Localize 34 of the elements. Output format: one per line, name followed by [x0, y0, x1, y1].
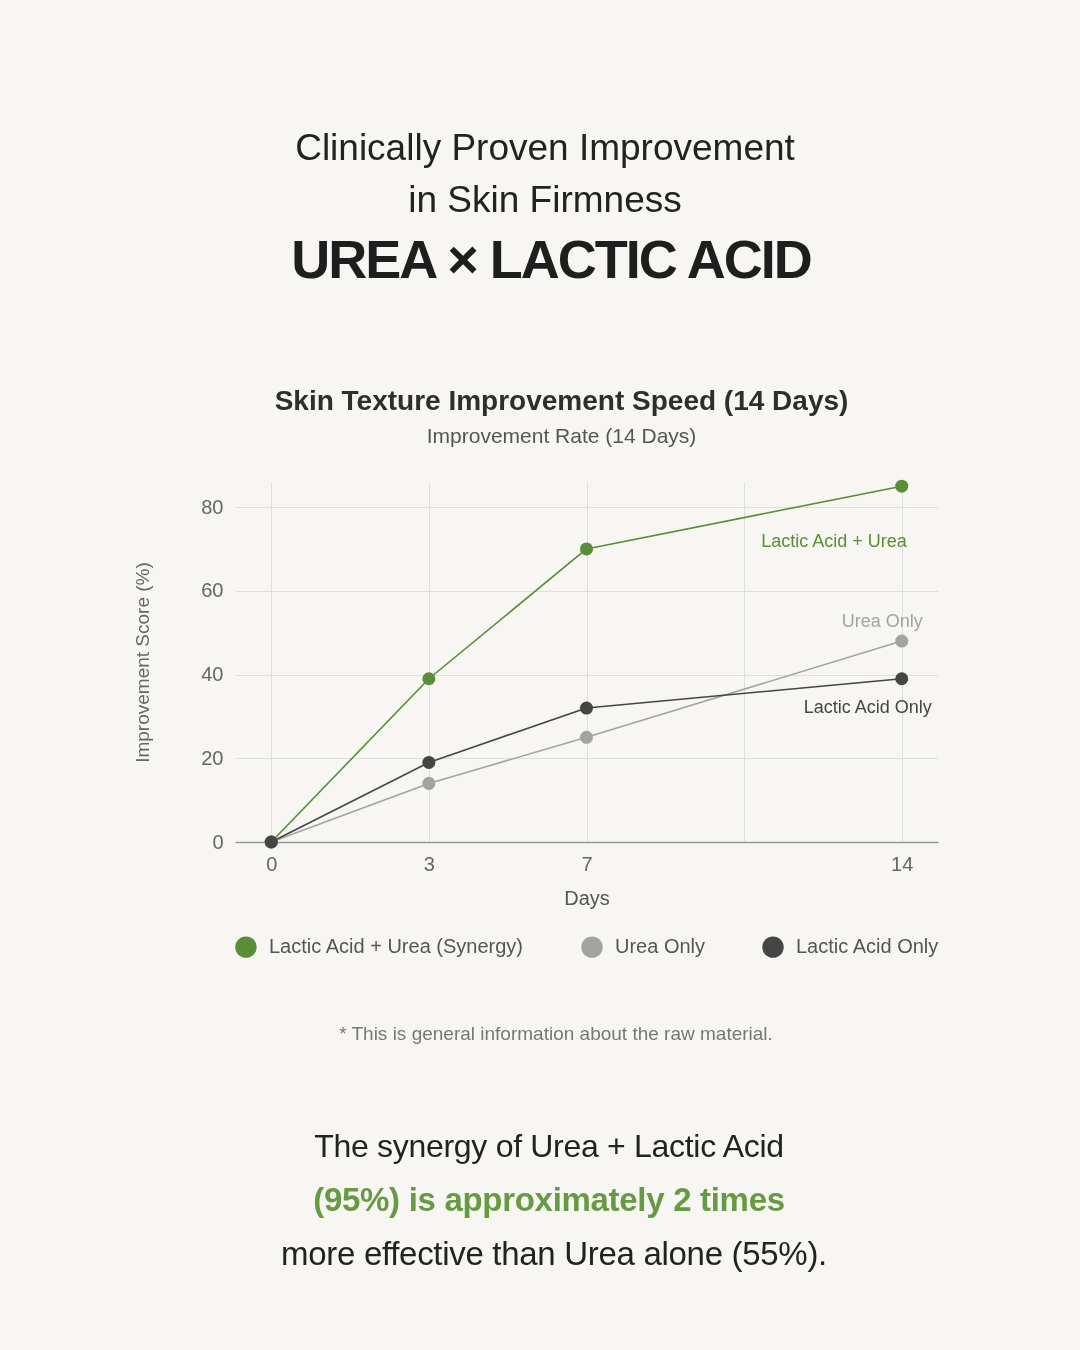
chart-subtitle: Improvement Rate (14 Days)	[426, 423, 697, 447]
y-tick-label: 40	[201, 663, 224, 686]
text: UREA × LACTIC ACID	[290, 228, 812, 290]
point	[422, 776, 436, 790]
point	[422, 755, 436, 769]
point	[895, 672, 909, 686]
chart-title: Skin Texture Improvement Speed (14 Days)	[274, 384, 849, 416]
legend-label: Urea Only	[615, 935, 706, 958]
point	[579, 701, 594, 715]
y-tick-label: 20	[201, 746, 224, 769]
annotation: Urea Only	[841, 611, 923, 632]
x-axis-title: Days	[564, 886, 610, 909]
legend-label: Lactic Acid + Urea (Synergy)	[269, 935, 523, 958]
annotation: Lactic Acid Only	[803, 696, 932, 717]
text: more effective than Urea alone (55%).	[280, 1234, 828, 1274]
point	[579, 730, 594, 744]
point	[422, 672, 436, 686]
text: * This is general information about the raw material.	[338, 1022, 774, 1046]
legend-label: Lactic Acid Only	[796, 935, 939, 958]
x-tick-label: 3	[423, 852, 435, 875]
y-tick-label: 60	[201, 579, 224, 602]
x-tick-label: 0	[266, 852, 278, 875]
x-tick-label: 14	[891, 852, 914, 875]
point	[579, 542, 594, 556]
annotation: Lactic Acid + Urea	[761, 531, 908, 552]
point	[895, 634, 909, 648]
x-tick-label: 7	[581, 852, 593, 875]
y-axis-title: Improvement Score (%)	[132, 562, 154, 763]
text: (95%) is approximately 2 times	[312, 1180, 786, 1220]
y-tick-label: 0	[212, 830, 224, 853]
y-tick-label: 80	[201, 495, 224, 518]
text: The synergy of Urea + Lactic Acid	[313, 1127, 785, 1166]
point	[895, 479, 909, 493]
text: Clinically Proven Improvement in Skin Firmness	[294, 126, 796, 222]
